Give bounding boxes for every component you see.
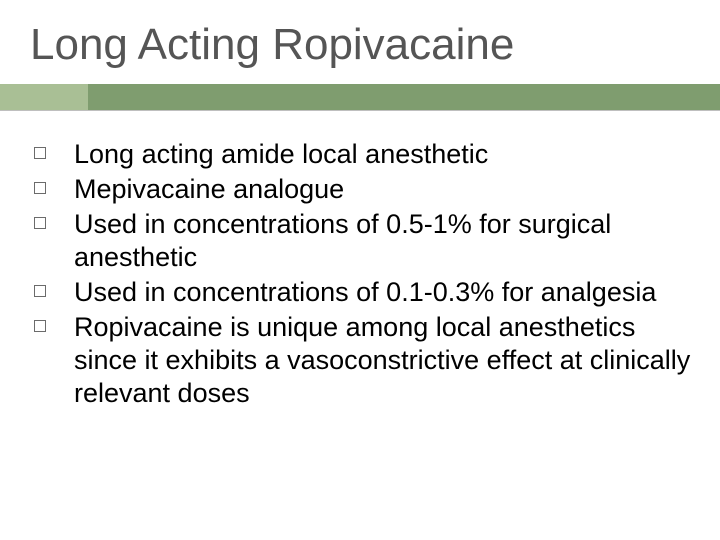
list-item: Used in concentrations of 0.1-0.3% for a… [28,276,692,309]
list-item: Ropivacaine is unique among local anesth… [28,311,692,410]
bullet-icon [28,276,74,297]
list-item-text: Ropivacaine is unique among local anesth… [74,311,692,410]
list-item: Long acting amide local anesthetic [28,138,692,171]
list-item-text: Long acting amide local anesthetic [74,138,488,171]
bullet-icon [28,173,74,194]
bullet-icon [28,208,74,229]
list-item-text: Used in concentrations of 0.1-0.3% for a… [74,276,656,309]
bullet-icon [28,138,74,159]
bullet-list: Long acting amide local anesthetic Mepiv… [28,138,692,412]
divider-accent [0,84,88,110]
divider-main [88,84,720,110]
slide-title: Long Acting Ropivacaine [30,20,514,70]
bullet-icon [28,311,74,332]
list-item: Used in concentrations of 0.5-1% for sur… [28,208,692,274]
slide: Long Acting Ropivacaine Long acting amid… [0,0,720,540]
divider-bar [0,84,720,110]
list-item: Mepivacaine analogue [28,173,692,206]
divider-underline [0,110,720,111]
list-item-text: Used in concentrations of 0.5-1% for sur… [74,208,692,274]
list-item-text: Mepivacaine analogue [74,173,344,206]
